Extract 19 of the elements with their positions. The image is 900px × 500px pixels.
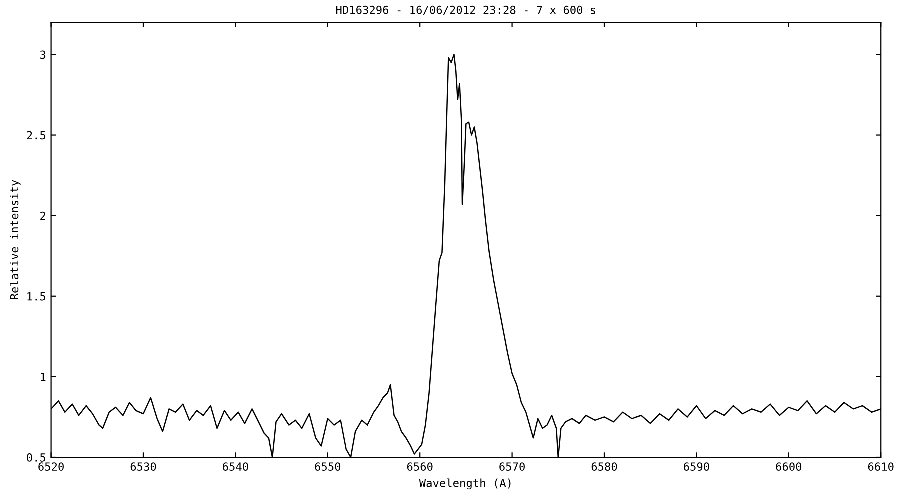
x-tick-label: 6580	[592, 462, 618, 472]
x-tick-label: 6530	[130, 462, 156, 472]
x-tick-label: 6600	[776, 462, 802, 472]
y-axis-title: Relative intensity	[10, 180, 21, 300]
x-tick-label: 6540	[223, 462, 248, 472]
x-tick-label: 6520	[38, 462, 64, 472]
chart-title: HD163296 - 16/06/2012 23:28 - 7 x 600 s	[336, 6, 596, 16]
x-tick-label: 6560	[407, 462, 433, 472]
y-tick-label: 2.5	[27, 131, 46, 140]
y-tick-label: 2	[40, 212, 46, 220]
y-tick-label: 3	[40, 50, 46, 60]
y-tick-label: 1.5	[28, 292, 46, 301]
x-axis-title: Wavelength (A)	[419, 478, 511, 490]
x-tick-label: 6570	[500, 462, 525, 472]
y-tick-label: 0.5	[27, 454, 46, 462]
x-tick-label: 6610	[868, 462, 894, 472]
x-tick-label: 6550	[315, 462, 341, 472]
x-tick-label: 6590	[684, 462, 710, 472]
y-tick-label: 1	[41, 373, 46, 382]
